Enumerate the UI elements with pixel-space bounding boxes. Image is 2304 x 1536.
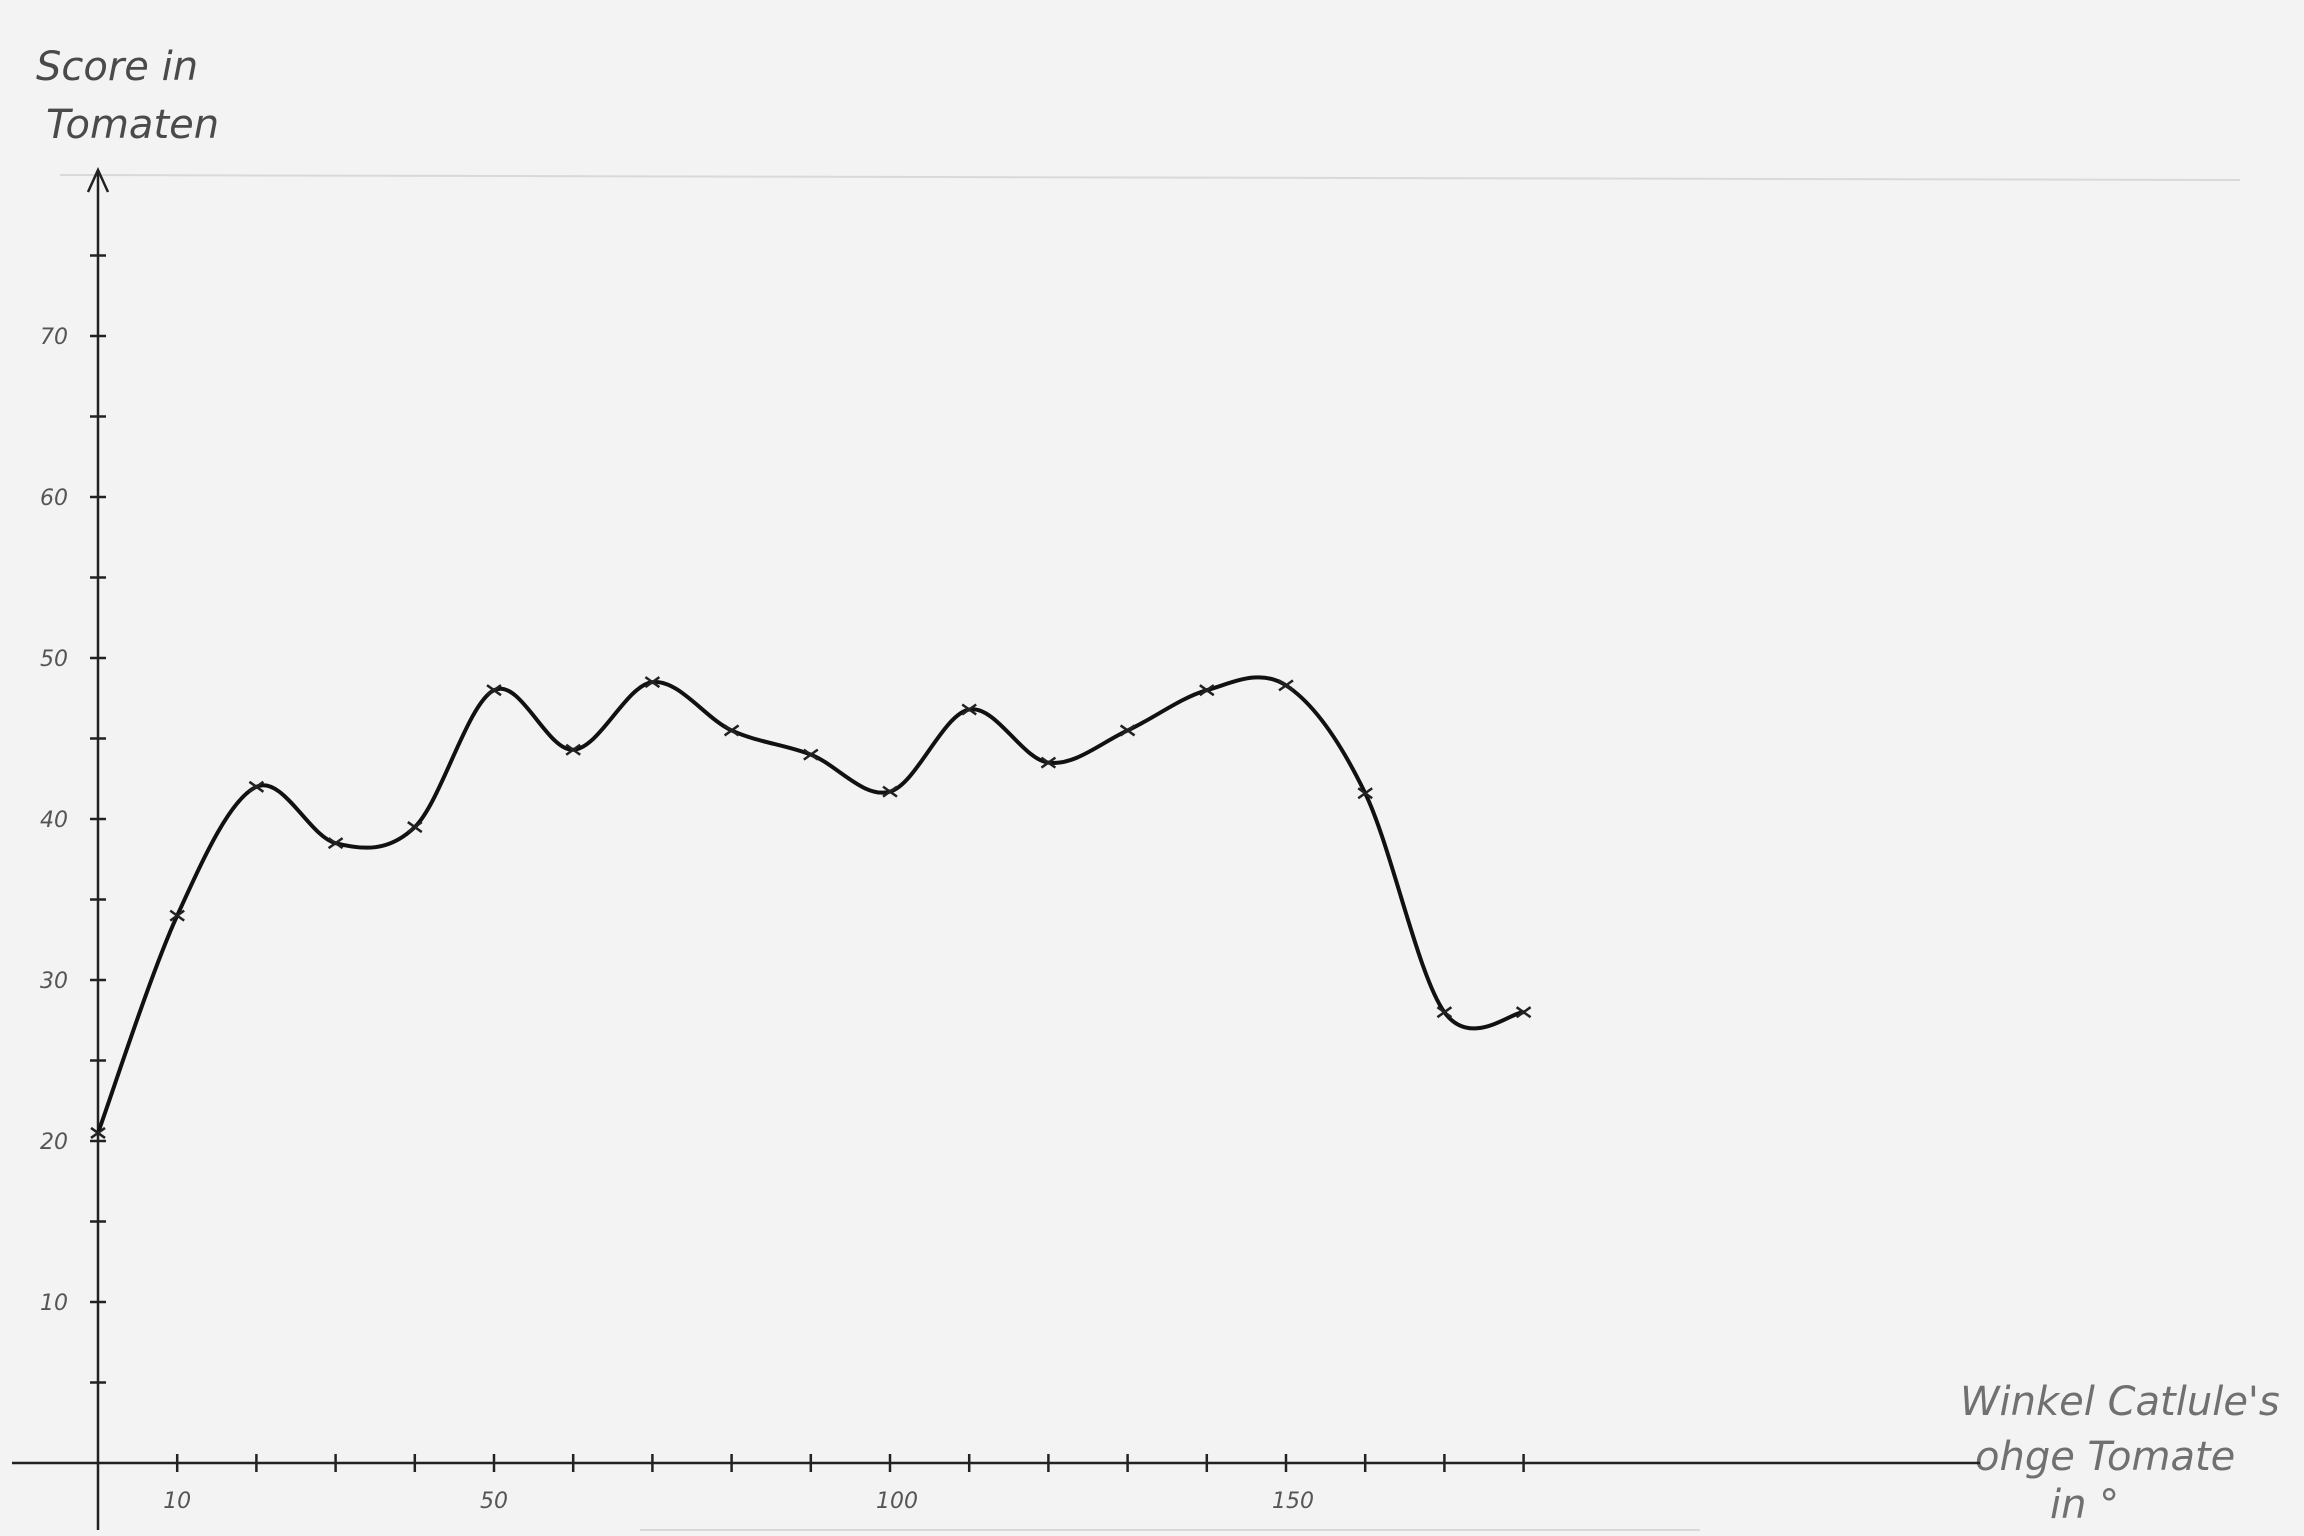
data-point [90,1126,106,1139]
y-tick-label: 20 [40,1130,68,1155]
y-tick-label: 30 [40,969,68,994]
data-point [486,684,502,697]
x-tick-label: 10 [163,1489,191,1514]
y-tick-label: 70 [40,325,68,350]
data-point [1515,1006,1532,1019]
paper-line [59,174,2241,181]
data-point [1357,787,1373,800]
data-point [723,724,740,737]
x-axis-label-line-3: in ° [2050,1482,2119,1528]
y-axis-label-line-1: Score in [36,44,198,90]
data-point [327,837,344,850]
x-axis-label-line-1: Winkel Catlule's [1960,1379,2280,1425]
y-tick-label: 40 [40,808,68,833]
data-point [1119,724,1136,737]
data-point [644,676,661,689]
y-tick-label: 60 [40,486,68,511]
data-point [1278,679,1294,692]
y-tick-label: 10 [40,1291,68,1316]
data-point [407,821,423,834]
data-point [882,785,898,798]
series-line [96,675,1526,1135]
data-point [1436,1006,1453,1019]
x-tick-label: 150 [1272,1489,1314,1514]
y-axis-label-line-2: Tomaten [46,102,219,148]
x-axis-label-line-2: ohge Tomate [1975,1434,2235,1480]
data-point [248,780,265,793]
y-axis-arrow [86,166,110,193]
data-point [169,909,185,922]
data-point [565,743,581,756]
x-tick-label: 100 [876,1489,918,1514]
y-tick-label: 50 [40,647,68,672]
x-tick-label: 50 [480,1489,508,1514]
data-point [1040,756,1057,769]
data-point [961,703,977,716]
data-point [1199,684,1215,697]
data-point [803,748,819,761]
